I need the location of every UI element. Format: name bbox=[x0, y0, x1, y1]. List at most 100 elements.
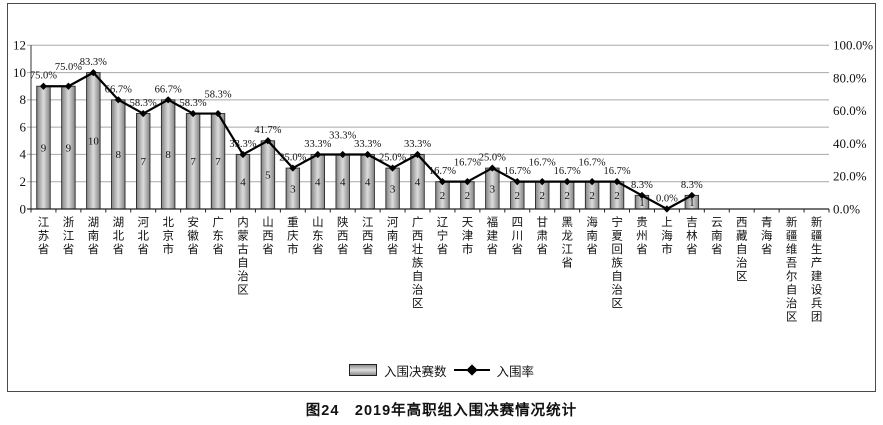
bar-value-label: 4 bbox=[365, 177, 371, 189]
left-axis-tick-label: 0 bbox=[20, 201, 27, 216]
pct-data-label: 66.7% bbox=[155, 84, 182, 95]
bar-value-label: 2 bbox=[614, 190, 620, 202]
line-marker bbox=[488, 164, 496, 172]
line-marker bbox=[663, 205, 671, 213]
left-axis-tick-label: 4 bbox=[20, 147, 27, 162]
left-axis-tick-label: 12 bbox=[13, 38, 26, 53]
bar-value-label: 2 bbox=[440, 190, 446, 202]
line-marker bbox=[588, 178, 596, 186]
line-marker bbox=[638, 191, 646, 200]
bar-value-label: 3 bbox=[390, 183, 396, 195]
pct-data-label: 33.3% bbox=[354, 139, 381, 150]
right-axis-tick-label: 100.0% bbox=[833, 38, 873, 53]
bar-value-label: 8 bbox=[116, 149, 122, 161]
pct-data-label: 33.3% bbox=[329, 130, 356, 141]
pct-data-label: 58.3% bbox=[130, 98, 157, 109]
bar-value-label: 4 bbox=[340, 177, 346, 189]
pct-data-label: 8.3% bbox=[631, 180, 653, 191]
pct-data-label: 58.3% bbox=[180, 98, 207, 109]
combo-chart: 9 9 10 8 7 8 7 7 4 5 3 4 4 4 3 4 2 2 3 2 2 2 2 2 1 1 12 10 8 6 4 2 0 100.… bbox=[13, 38, 873, 217]
bar-value-label: 4 bbox=[415, 177, 421, 189]
line-marker bbox=[64, 82, 73, 90]
left-axis-tick-label: 2 bbox=[20, 174, 27, 189]
line-marker bbox=[114, 96, 122, 104]
bar-value-label: 7 bbox=[140, 156, 146, 168]
chart-legend: 入围决赛数 入围率 bbox=[0, 361, 883, 379]
left-axis-tick-label: 6 bbox=[20, 119, 27, 134]
line-marker bbox=[339, 150, 347, 159]
pct-data-label: 41.7% bbox=[254, 125, 281, 136]
bar-value-label: 2 bbox=[539, 190, 545, 202]
line-marker bbox=[463, 178, 472, 186]
bar-value-label: 9 bbox=[41, 142, 47, 154]
bar-value-label: 1 bbox=[639, 197, 645, 209]
line-marker bbox=[413, 150, 422, 159]
pct-data-label: 16.7% bbox=[579, 158, 606, 169]
line-marker bbox=[264, 137, 272, 145]
bar-value-label: 1 bbox=[689, 197, 695, 209]
pct-data-label: 16.7% bbox=[454, 158, 481, 169]
pct-data-label: 58.3% bbox=[204, 90, 231, 101]
right-axis-tick-label: 20.0% bbox=[833, 169, 867, 184]
line-marker bbox=[563, 178, 571, 186]
left-axis-tick-label: 8 bbox=[20, 92, 27, 107]
bar-value-label: 9 bbox=[66, 142, 72, 154]
bar-value-label: 8 bbox=[165, 149, 171, 161]
line-marker bbox=[239, 150, 247, 159]
pct-data-label: 33.3% bbox=[404, 139, 431, 150]
legend-line-label: 入围率 bbox=[496, 364, 535, 379]
line-marker bbox=[89, 69, 97, 77]
line-marker bbox=[538, 178, 546, 186]
line-marker bbox=[289, 164, 297, 172]
pct-data-label: 16.7% bbox=[529, 158, 556, 169]
right-axis-tick-label: 0.0% bbox=[833, 201, 860, 216]
bar-value-label: 2 bbox=[465, 190, 471, 202]
line-marker bbox=[613, 178, 621, 186]
pct-data-label: 25.0% bbox=[379, 153, 406, 164]
pct-data-label: 25.0% bbox=[479, 153, 506, 164]
line-marker bbox=[314, 150, 322, 159]
legend-bar-label: 入围决赛数 bbox=[383, 364, 447, 379]
bar-value-label: 4 bbox=[315, 177, 321, 189]
line-marker bbox=[164, 96, 172, 104]
bar-value-label: 3 bbox=[490, 183, 496, 195]
pct-data-label: 25.0% bbox=[279, 153, 306, 164]
line-marker bbox=[438, 178, 447, 186]
pct-data-label: 16.7% bbox=[603, 166, 630, 177]
line-marker bbox=[388, 164, 397, 172]
pct-data-label: 66.7% bbox=[105, 84, 132, 95]
bar-value-label: 10 bbox=[88, 136, 100, 148]
line-marker bbox=[214, 109, 222, 118]
bar-value-label: 2 bbox=[564, 190, 570, 202]
pct-data-label: 75.0% bbox=[55, 62, 82, 73]
bar-value-label: 2 bbox=[589, 190, 595, 202]
pct-data-label: 16.7% bbox=[554, 166, 581, 177]
pct-data-label: 0.0% bbox=[656, 194, 678, 205]
line-series-swatch-icon bbox=[453, 364, 490, 376]
bar-value-label: 7 bbox=[215, 156, 221, 168]
bar-value-label: 3 bbox=[290, 183, 296, 195]
line-marker bbox=[364, 150, 372, 159]
pct-data-label: 16.7% bbox=[504, 166, 531, 177]
pct-data-label: 75.0% bbox=[30, 71, 57, 82]
line-marker bbox=[139, 109, 147, 118]
right-axis-tick-label: 80.0% bbox=[833, 70, 867, 85]
left-axis-tick-label: 10 bbox=[13, 65, 26, 80]
bar-series-swatch-icon bbox=[348, 364, 377, 376]
pct-data-label: 16.7% bbox=[429, 166, 456, 177]
line-marker bbox=[39, 82, 48, 90]
line-marker bbox=[513, 178, 521, 186]
chart-caption: 图24 2019年高职组入围决赛情况统计 bbox=[305, 403, 578, 419]
line-marker bbox=[189, 109, 197, 118]
bar-value-label: 7 bbox=[190, 156, 196, 168]
right-axis-tick-label: 40.0% bbox=[833, 136, 867, 151]
diamond-marker-icon bbox=[465, 364, 478, 376]
right-axis-tick-label: 60.0% bbox=[833, 103, 867, 118]
bar-value-label: 2 bbox=[515, 190, 521, 202]
bar-value-label: 4 bbox=[240, 177, 246, 189]
bar-value-label: 5 bbox=[265, 170, 271, 182]
pct-data-label: 83.3% bbox=[80, 57, 107, 68]
line-marker bbox=[688, 191, 696, 200]
pct-data-label: 8.3% bbox=[681, 180, 703, 191]
